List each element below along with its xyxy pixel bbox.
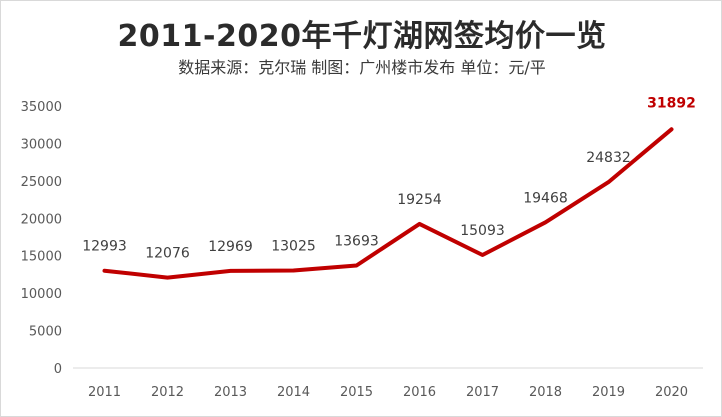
y-tick-label: 10000: [21, 287, 62, 302]
data-label: 24832: [586, 150, 631, 166]
data-label: 12076: [145, 246, 190, 262]
y-tick-label: 15000: [21, 250, 62, 265]
data-label: 12993: [82, 239, 127, 255]
x-tick-label: 2020: [655, 385, 688, 400]
y-tick-label: 5000: [29, 325, 62, 340]
x-tick-label: 2016: [403, 385, 436, 400]
data-label: 12969: [208, 239, 253, 255]
data-label: 19254: [397, 192, 442, 208]
data-label: 13025: [271, 238, 316, 254]
y-tick-label: 0: [54, 362, 62, 377]
x-tick-label: 2014: [277, 385, 310, 400]
y-tick-label: 20000: [21, 212, 62, 227]
x-tick-label: 2011: [88, 385, 121, 400]
x-tick-label: 2012: [151, 385, 184, 400]
series-line: [102, 127, 674, 280]
y-tick-label: 25000: [21, 175, 62, 190]
x-tick-label: 2013: [214, 385, 247, 400]
data-label: 13693: [334, 233, 379, 249]
data-label: 19468: [523, 190, 568, 206]
x-tick-label: 2017: [466, 385, 499, 400]
x-tick-label: 2019: [592, 385, 625, 400]
chart-subtitle: 数据来源：克尔瑞 制图：广州楼市发布 单位：元/平: [178, 58, 546, 77]
y-tick-label: 35000: [21, 100, 62, 115]
y-tick-label: 30000: [21, 137, 62, 152]
x-tick-label: 2018: [529, 385, 562, 400]
data-label-highlight: 31892: [647, 95, 696, 111]
data-label: 15093: [460, 223, 505, 239]
chart-title: 2011-2020年千灯湖网签均价一览: [117, 19, 607, 54]
x-tick-label: 2015: [340, 385, 373, 400]
